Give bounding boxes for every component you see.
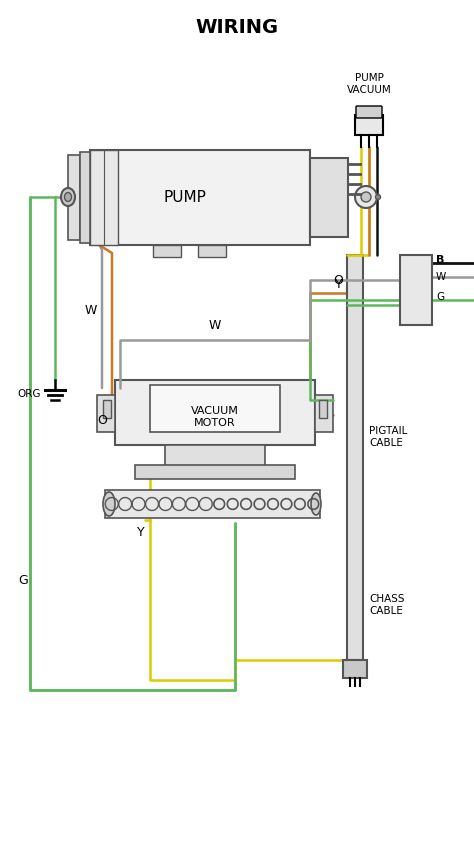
- Bar: [135, 465, 295, 479]
- Bar: [97, 395, 115, 432]
- Bar: [343, 660, 367, 678]
- Bar: [115, 380, 315, 445]
- Bar: [80, 152, 90, 243]
- Bar: [315, 395, 333, 432]
- Text: G: G: [18, 574, 28, 587]
- Bar: [319, 400, 327, 418]
- Ellipse shape: [355, 186, 377, 208]
- Text: PUMP
VACUUM: PUMP VACUUM: [346, 73, 392, 95]
- Bar: [90, 150, 310, 245]
- Bar: [150, 385, 280, 432]
- Ellipse shape: [61, 188, 75, 206]
- Text: W: W: [209, 319, 221, 332]
- Text: B: B: [436, 255, 444, 265]
- Bar: [400, 255, 432, 325]
- Bar: [310, 158, 348, 237]
- Text: W: W: [85, 304, 97, 316]
- Text: PUMP: PUMP: [164, 190, 207, 204]
- Text: O: O: [97, 414, 107, 426]
- Bar: [347, 255, 363, 660]
- Bar: [153, 245, 181, 257]
- Bar: [165, 445, 265, 467]
- Bar: [103, 400, 111, 418]
- Text: ORG: ORG: [18, 389, 41, 399]
- Text: CHASS
CABLE: CHASS CABLE: [369, 594, 404, 616]
- Bar: [105, 490, 320, 518]
- Text: Y: Y: [336, 279, 343, 291]
- Ellipse shape: [375, 194, 381, 199]
- Text: O: O: [333, 273, 343, 286]
- Bar: [355, 115, 383, 135]
- Ellipse shape: [311, 493, 321, 515]
- Ellipse shape: [64, 192, 72, 202]
- Text: G: G: [436, 292, 444, 302]
- FancyBboxPatch shape: [356, 106, 382, 118]
- Ellipse shape: [361, 192, 371, 202]
- Text: W: W: [436, 272, 446, 282]
- Bar: [68, 155, 80, 240]
- Text: PIGTAIL
CABLE: PIGTAIL CABLE: [369, 426, 407, 448]
- Bar: [90, 150, 118, 245]
- Text: WIRING: WIRING: [195, 18, 279, 37]
- Bar: [198, 245, 226, 257]
- Text: Y: Y: [137, 526, 145, 539]
- Text: VACUUM
MOTOR: VACUUM MOTOR: [191, 406, 239, 428]
- Ellipse shape: [103, 492, 115, 516]
